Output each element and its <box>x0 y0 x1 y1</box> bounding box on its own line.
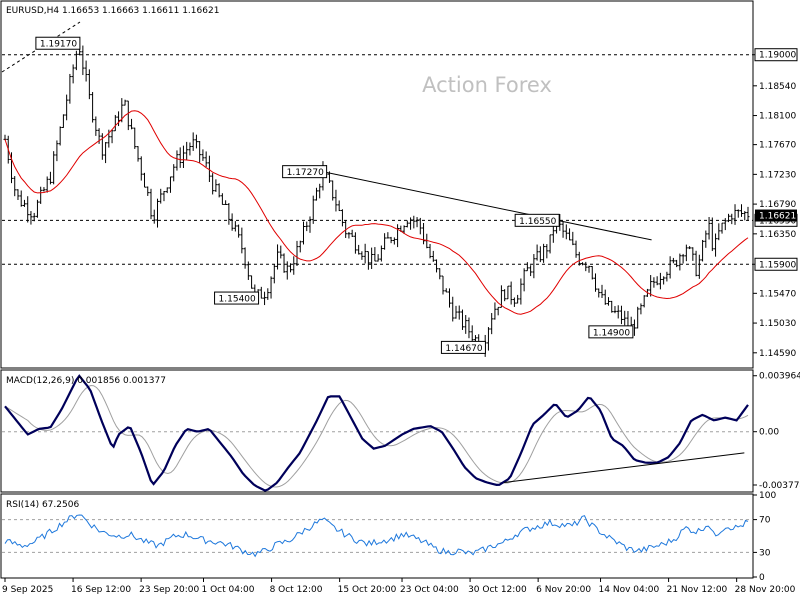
annotation-box <box>282 165 328 179</box>
macd-y-axis: 0.003964 0.00 -0.003774 <box>753 372 800 491</box>
rsi-y-axis: 100 70 30 0 <box>753 491 776 583</box>
x-tick-label: 9 Sep 2025 <box>2 585 53 595</box>
macd-pane-frame <box>0 369 754 493</box>
y-tick-label: 0.00 <box>759 428 779 438</box>
y-tick-label: 1.14590 <box>759 349 796 359</box>
macd-header: MACD(12,26,9) 0.001856 0.001377 <box>6 376 166 386</box>
x-tick-label: 23 Sep 20:00 <box>139 585 199 595</box>
y-tick-label: 1.17670 <box>759 141 796 151</box>
annotation-box <box>588 325 634 339</box>
watermark: Action Forex <box>422 73 552 97</box>
y-tick-label: 1.16350 <box>759 230 796 240</box>
macd-main-line <box>4 374 749 492</box>
y-tick-label: 1.18540 <box>759 82 796 92</box>
macd-signal-line <box>4 384 749 488</box>
level-label: 1.19000 <box>759 51 796 61</box>
y-tick-label: 1.17230 <box>759 170 796 180</box>
horizontal-levels <box>2 54 753 265</box>
rsi-lines <box>2 514 753 558</box>
x-tick-label: 8 Oct 12:00 <box>270 585 323 595</box>
x-tick-label: 28 Nov 20:00 <box>735 585 796 595</box>
price-trendline <box>322 171 652 241</box>
y-tick-label: 0 <box>759 573 765 583</box>
y-tick-label: 1.15030 <box>759 319 796 329</box>
y-tick-label: 30 <box>759 548 771 558</box>
annotation-label: 1.14900 <box>593 328 630 338</box>
annotation-box <box>514 213 560 227</box>
price-bars <box>3 45 750 357</box>
x-tick-label: 6 Nov 20:00 <box>536 585 591 595</box>
price-pane-frame <box>0 0 754 369</box>
x-tick-label: 21 Nov 12:00 <box>667 585 728 595</box>
y-tick-label: 1.18100 <box>759 112 796 122</box>
annotation-label: 1.16550 <box>519 217 556 227</box>
current-price-box <box>755 209 797 222</box>
macd-lines <box>2 374 753 492</box>
annotation-box <box>35 36 81 50</box>
macd-trendline <box>504 452 745 484</box>
rsi-line <box>4 514 749 558</box>
x-tick-label: 23 Oct 04:00 <box>400 585 459 595</box>
annotation-label: 1.17270 <box>287 168 324 178</box>
x-tick-label: 15 Oct 20:00 <box>338 585 397 595</box>
y-tick-label: 0.003964 <box>759 372 800 382</box>
annotation-label: 1.19170 <box>40 40 77 50</box>
x-tick-label: 16 Sep 12:00 <box>71 585 131 595</box>
level-label: 1.15900 <box>759 260 796 270</box>
level-label-box <box>754 257 798 271</box>
y-tick-label: 70 <box>759 516 771 526</box>
y-tick-label: 100 <box>759 491 776 501</box>
price-annotations: 1.19170 1.17270 1.15400 1.14670 1.16550 1.149… <box>35 36 634 354</box>
price-header: EURUSD,H4 1.16653 1.16663 1.16611 1.1662… <box>6 6 219 16</box>
annotation-label: 1.14670 <box>445 344 482 354</box>
annotation-box <box>440 340 486 354</box>
y-tick-label: 1.15470 <box>759 289 796 299</box>
y-tick-label: 1.16790 <box>759 200 796 210</box>
rsi-pane-frame <box>0 493 754 579</box>
moving-average-line <box>4 110 749 315</box>
annotation-box <box>214 291 260 305</box>
x-tick-label: 30 Oct 12:00 <box>468 585 527 595</box>
y-tick-label: -0.003774 <box>759 481 800 491</box>
x-tick-label: 14 Nov 04:00 <box>599 585 660 595</box>
current-price-label: 1.16621 <box>759 212 796 222</box>
annotation-label: 1.15400 <box>219 295 256 305</box>
level-label-box <box>754 48 798 62</box>
x-axis: 9 Sep 2025 16 Sep 12:00 23 Sep 20:00 1 Oct … <box>2 578 796 595</box>
price-y-axis: 1.14590 1.15030 1.15470 1.15900 1.16350 1.167… <box>753 48 798 359</box>
pane-frames <box>0 0 754 579</box>
x-tick-label: 1 Oct 04:00 <box>202 585 255 595</box>
rsi-header: RSI(14) 67.2506 <box>6 500 79 510</box>
